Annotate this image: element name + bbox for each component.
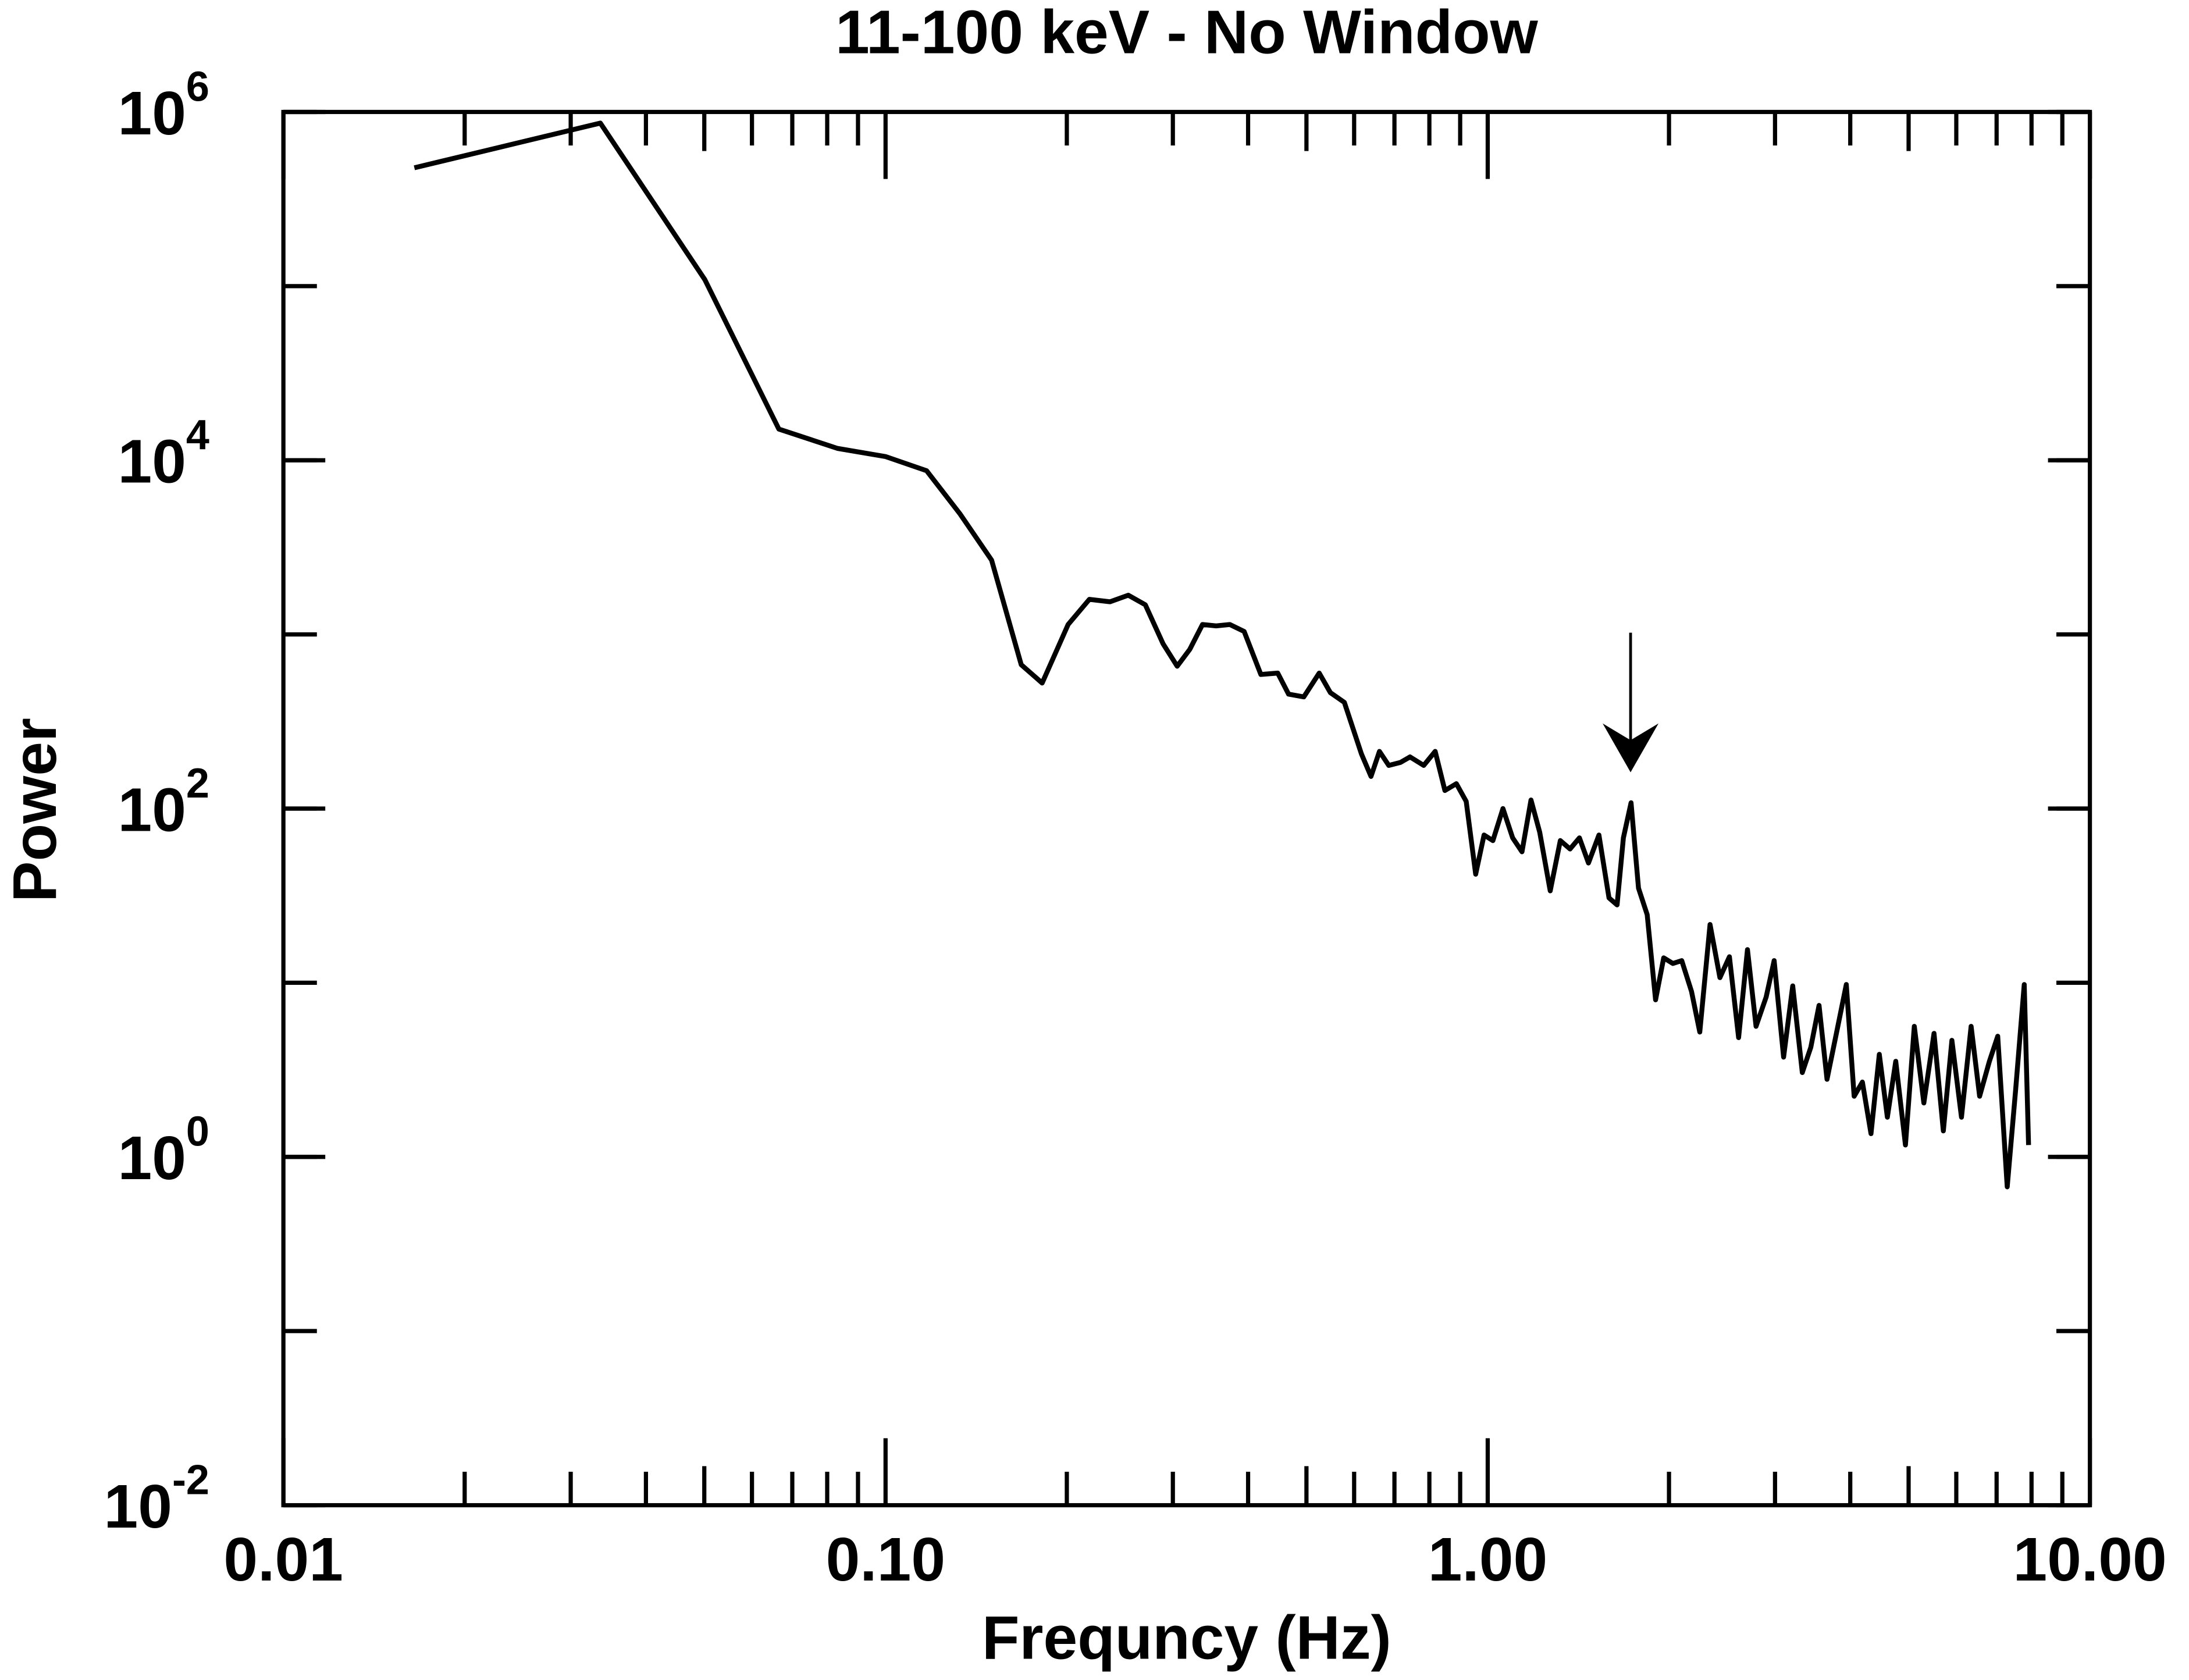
y-tick-label: 100 [118, 1109, 209, 1193]
x-tick-label: 0.01 [223, 1525, 343, 1594]
data-line [414, 120, 2031, 1190]
arrow-annotation [1603, 632, 1659, 773]
y-tick-label: 102 [118, 760, 209, 845]
x-tick-label: 0.10 [826, 1525, 945, 1594]
y-tick-label: 106 [118, 63, 209, 148]
x-tick-label: 1.00 [1428, 1525, 1548, 1594]
x-tick-label: 10.00 [2013, 1525, 2167, 1594]
y-tick-label: 10-2 [104, 1457, 209, 1541]
plot-frame [281, 109, 2092, 1508]
x-axis-label: Frequncy (Hz) [982, 1604, 1391, 1672]
chart-title: 11-100 keV - No Window [835, 0, 1539, 67]
y-tick-label: 104 [118, 412, 209, 496]
y-axis-label: Power [1, 718, 69, 902]
